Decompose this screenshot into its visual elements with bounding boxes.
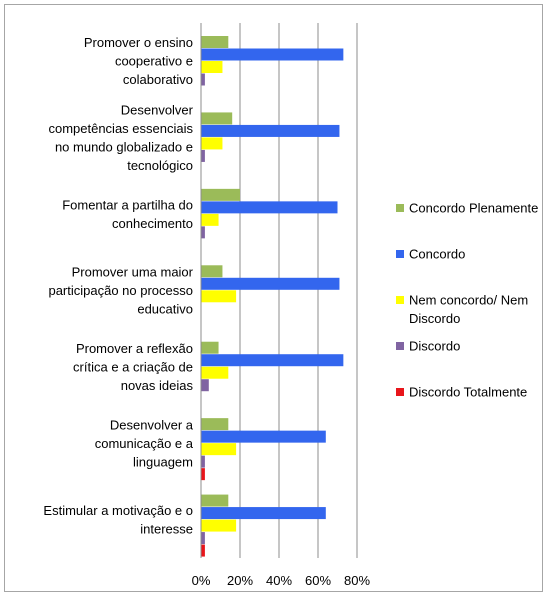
- bar-1-series-2: [201, 48, 344, 61]
- bar-2-series-4: [201, 149, 205, 162]
- bar-7-series-2: [201, 507, 326, 520]
- legend-swatch-3: [396, 296, 404, 304]
- bar-4-series-3: [201, 290, 237, 303]
- category-label-line: Desenvolver a: [110, 417, 194, 432]
- category-label-line: crítica e a criação de: [73, 359, 193, 374]
- bar-3-series-1: [201, 188, 240, 201]
- chart-frame: [4, 4, 543, 592]
- legend-swatch-1: [396, 204, 404, 212]
- category-label-7: Estimular a motivação e o interesse: [43, 503, 193, 537]
- category-label-line: Promover uma maior: [72, 265, 194, 280]
- bar-4-series-2: [201, 277, 340, 290]
- category-label-6: Desenvolver a comunicação e a linguagem: [95, 417, 194, 469]
- legend-swatch-5: [396, 388, 404, 396]
- x-tick-label-2: 40%: [266, 573, 292, 588]
- category-label-5: Promover a reflexão crítica e a criação d…: [73, 341, 193, 393]
- bar-5-series-3: [201, 366, 229, 379]
- category-label-line: Fomentar a partilha do: [62, 197, 193, 212]
- bar-7-series-1: [201, 494, 229, 507]
- category-label-2: Desenvolver competências essenciais no mun…: [48, 102, 193, 172]
- legend-swatch-2: [396, 250, 404, 258]
- bar-4-series-1: [201, 265, 223, 278]
- category-label-line: educativo: [137, 302, 193, 317]
- category-label-line: cooperativo e: [115, 54, 193, 69]
- x-tick-label-0: 0%: [192, 573, 211, 588]
- legend-label-1: Concordo Plenamente: [409, 201, 538, 216]
- bar-2-series-2: [201, 124, 340, 137]
- category-label-1: Promover o ensino cooperativo e colaborati…: [84, 35, 193, 87]
- bar-1-series-4: [201, 73, 205, 86]
- bar-5-series-2: [201, 354, 344, 367]
- bar-3-series-4: [201, 226, 205, 239]
- bar-6-series-2: [201, 430, 326, 443]
- bar-3-series-2: [201, 201, 338, 214]
- category-label-line: colaborativo: [123, 72, 193, 87]
- bar-7-series-3: [201, 519, 237, 532]
- legend-label-4: Discordo: [409, 339, 460, 354]
- bar-1-series-3: [201, 61, 223, 73]
- category-label-line: tecnológico: [127, 158, 193, 173]
- x-tick-label-4: 80%: [344, 573, 370, 588]
- category-label-line: Estimular a motivação e o: [43, 503, 193, 518]
- bar-6-series-3: [201, 443, 237, 456]
- category-label-line: interesse: [140, 522, 193, 537]
- bar-7-series-4: [201, 532, 205, 545]
- bar-6-series-5: [201, 468, 205, 481]
- category-label-line: novas ideias: [121, 378, 194, 393]
- x-tick-labels: 0% 20% 40% 60% 80%: [192, 573, 371, 588]
- category-label-line: conhecimento: [112, 216, 193, 231]
- category-labels: Promover o ensino cooperativo e colaborati…: [43, 35, 193, 536]
- bar-5-series-4: [201, 379, 209, 392]
- bar-6-series-4: [201, 455, 205, 468]
- category-label-line: Promover a reflexão: [76, 341, 193, 356]
- bar-5-series-1: [201, 341, 219, 354]
- category-label-4: Promover uma maior participação no proces…: [48, 265, 193, 317]
- legend-label-2: Concordo: [409, 247, 465, 262]
- bar-2-series-1: [201, 112, 233, 125]
- category-label-line: no mundo globalizado e: [55, 139, 193, 154]
- category-label-line: participação no processo: [48, 283, 193, 298]
- legend-label-5: Discordo Totalmente: [409, 385, 527, 400]
- category-label-line: comunicação e a: [95, 436, 194, 451]
- legend-label-3: Nem concordo/ Nem Discordo: [409, 293, 528, 327]
- bar-7-series-5: [201, 544, 205, 557]
- category-label-3: Fomentar a partilha do conhecimento: [62, 197, 193, 231]
- legend-swatch-4: [396, 342, 404, 350]
- x-tick-label-1: 20%: [227, 573, 253, 588]
- bars: [201, 36, 344, 557]
- bar-1-series-1: [201, 36, 229, 48]
- gridlines: [239, 23, 358, 558]
- category-label-line: competências essenciais: [48, 121, 193, 136]
- bar-2-series-3: [201, 137, 223, 150]
- category-label-line: linguagem: [133, 454, 193, 469]
- category-label-line: Promover o ensino: [84, 35, 193, 50]
- category-label-line: Desenvolver: [121, 102, 194, 117]
- legend: Concordo Plenamente Concordo Nem concordo/…: [396, 201, 538, 400]
- bar-3-series-3: [201, 213, 219, 226]
- bar-6-series-1: [201, 418, 229, 431]
- x-tick-label-3: 60%: [305, 573, 331, 588]
